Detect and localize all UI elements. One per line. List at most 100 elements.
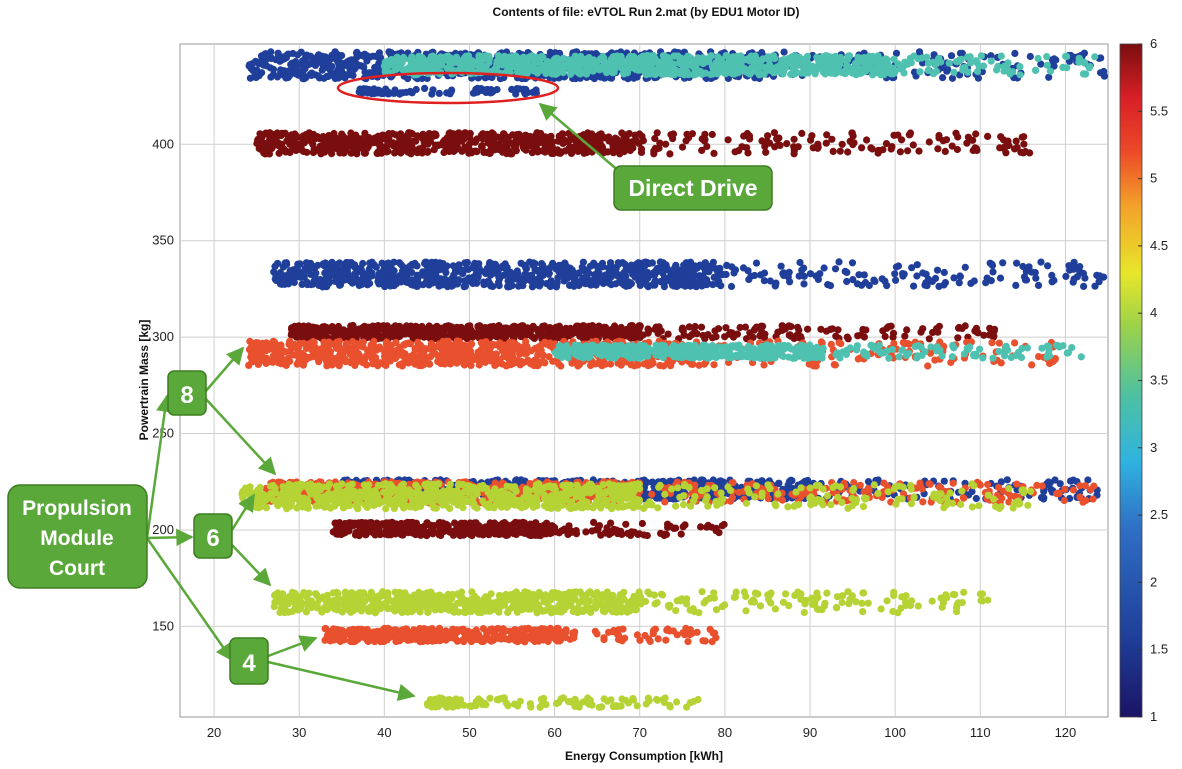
data-point	[1100, 72, 1108, 80]
data-point	[955, 323, 963, 332]
data-point	[586, 330, 594, 338]
data-point	[533, 326, 542, 334]
data-point	[986, 324, 994, 332]
data-point	[343, 259, 351, 267]
data-point	[572, 328, 581, 336]
data-point	[844, 56, 852, 64]
data-point	[512, 328, 520, 336]
data-point	[462, 52, 470, 61]
data-point	[1085, 64, 1093, 72]
data-point	[831, 265, 840, 273]
data-point	[279, 278, 287, 286]
data-point	[531, 56, 539, 64]
data-point	[1011, 49, 1019, 58]
data-point	[399, 89, 407, 97]
data-point	[649, 55, 657, 63]
data-point	[404, 339, 413, 347]
data-point	[596, 55, 604, 63]
data-point	[253, 339, 261, 347]
data-point	[971, 327, 979, 335]
data-point	[878, 275, 886, 283]
data-point	[447, 146, 455, 154]
data-point	[1006, 70, 1014, 78]
data-point	[820, 264, 828, 272]
data-point	[1037, 258, 1045, 266]
data-point	[424, 147, 432, 156]
data-point	[300, 322, 308, 330]
data-point	[790, 135, 798, 143]
data-point	[854, 332, 862, 340]
data-point	[829, 147, 837, 155]
data-point	[867, 144, 875, 152]
data-point	[722, 270, 730, 279]
data-point	[874, 146, 883, 154]
data-point	[672, 273, 680, 281]
data-point	[459, 328, 467, 336]
data-point	[440, 275, 448, 283]
data-point	[347, 68, 355, 76]
data-point	[456, 131, 464, 139]
data-point	[1080, 282, 1088, 290]
data-point	[1091, 53, 1099, 61]
data-point	[758, 327, 766, 336]
data-point	[812, 272, 820, 280]
data-point	[595, 139, 603, 147]
data-point	[712, 333, 720, 341]
data-point	[817, 325, 825, 333]
data-point	[916, 68, 924, 76]
data-point	[592, 275, 600, 283]
data-point	[472, 147, 480, 155]
data-point	[491, 262, 499, 270]
data-point	[966, 53, 974, 61]
data-point	[347, 57, 355, 65]
data-point	[504, 133, 513, 141]
data-point	[508, 282, 516, 290]
data-point	[485, 57, 493, 65]
data-point	[848, 129, 856, 137]
chart-title: Contents of file: eVTOL Run 2.mat (by ED…	[493, 5, 800, 19]
data-point	[358, 144, 366, 153]
data-point	[1019, 149, 1027, 157]
data-point	[397, 360, 406, 368]
data-point	[710, 149, 718, 157]
data-point	[1069, 278, 1077, 286]
data-point	[870, 276, 878, 284]
data-point	[260, 61, 268, 69]
data-point	[299, 75, 307, 83]
data-point	[297, 48, 305, 56]
data-point	[843, 268, 851, 276]
data-point	[702, 55, 710, 64]
data-point	[334, 71, 342, 79]
data-point	[571, 273, 579, 281]
data-point	[323, 134, 331, 142]
data-point	[508, 53, 516, 61]
data-point	[521, 350, 529, 358]
data-point	[321, 260, 329, 268]
data-point	[701, 267, 710, 275]
data-point	[997, 52, 1005, 60]
data-point	[559, 54, 567, 63]
data-point	[933, 325, 941, 333]
data-point	[1050, 276, 1058, 284]
data-point	[714, 53, 722, 61]
data-point	[548, 261, 556, 269]
data-point	[1034, 281, 1043, 289]
data-point	[826, 282, 835, 290]
data-point	[602, 67, 610, 75]
data-point	[905, 131, 913, 139]
data-point	[688, 130, 697, 138]
data-point	[939, 137, 947, 145]
data-point	[644, 62, 652, 70]
data-point	[330, 266, 339, 274]
data-point	[541, 331, 549, 340]
data-point	[701, 259, 709, 267]
data-point	[855, 55, 863, 63]
data-point	[376, 359, 384, 367]
data-point	[599, 263, 607, 271]
data-point	[422, 260, 430, 268]
data-point	[933, 266, 942, 274]
data-point	[1026, 149, 1034, 157]
data-point	[522, 265, 530, 273]
data-point	[393, 65, 401, 73]
